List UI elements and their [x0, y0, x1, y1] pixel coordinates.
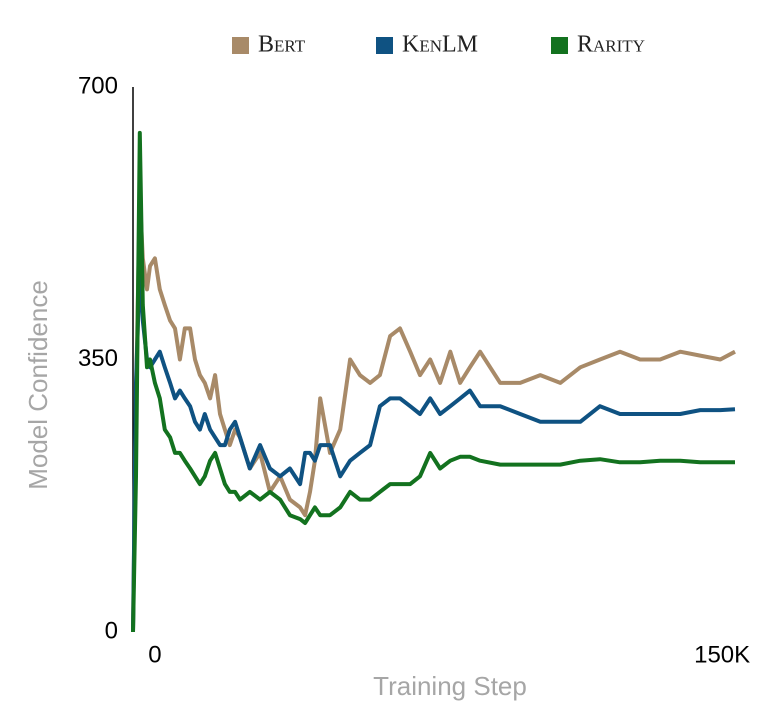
line-series — [131, 130, 735, 633]
line-series — [131, 194, 736, 633]
y-axis-title: Model Confidence — [23, 280, 53, 490]
legend-label: Bert — [258, 32, 306, 58]
line-series — [131, 264, 736, 633]
legend-label: KenLM — [402, 32, 478, 58]
legend-swatch — [376, 37, 393, 54]
legend-swatch — [551, 37, 568, 54]
x-tick-label: 0 — [148, 641, 161, 668]
y-tick-label: 350 — [78, 345, 118, 372]
y-tick-label: 0 — [105, 617, 118, 644]
legend-swatch — [232, 37, 249, 54]
x-tick-label: 150K — [694, 641, 750, 668]
y-tick-label: 700 — [78, 72, 118, 99]
x-axis-title: Training Step — [373, 671, 527, 701]
legend-label: Rarity — [577, 32, 645, 58]
